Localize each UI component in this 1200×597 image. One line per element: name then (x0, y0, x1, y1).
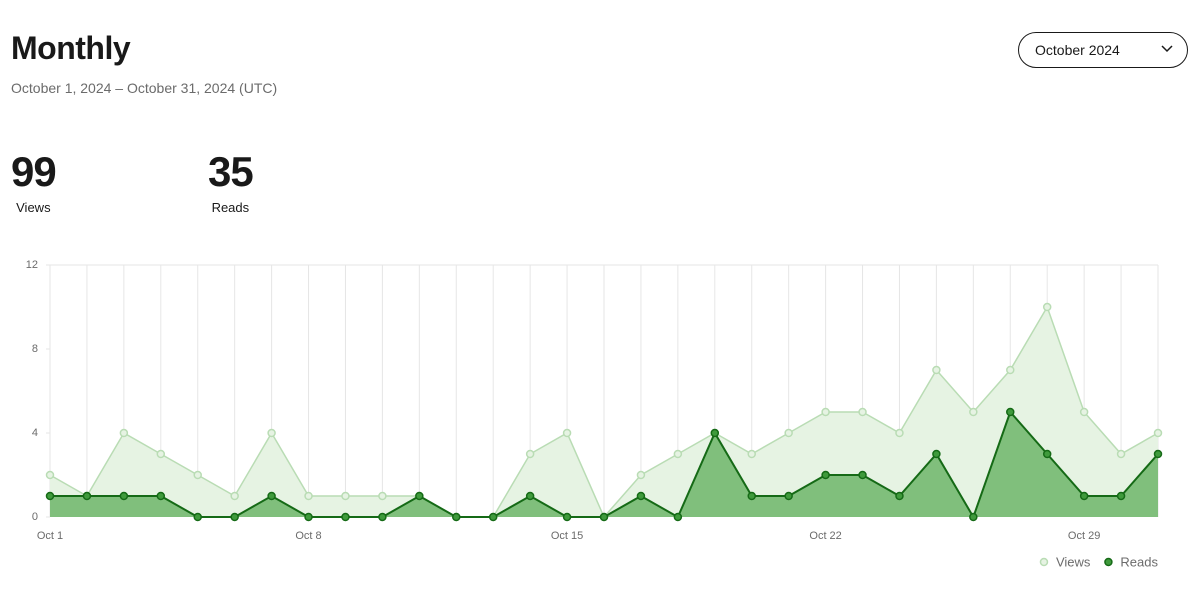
point (1153, 449, 1163, 459)
x-tick-label: Oct 29 (1068, 530, 1100, 542)
point (452, 512, 461, 522)
date-range: October 1, 2024 – October 31, 2024 (UTC) (11, 80, 278, 96)
dropdown-label: October 2024 (1035, 42, 1120, 58)
point (156, 449, 166, 459)
point (784, 491, 793, 501)
point (932, 449, 941, 459)
month-dropdown[interactable]: October 2024 (1018, 32, 1188, 68)
area (50, 307, 1158, 517)
x-tick-label: Oct 15 (551, 530, 583, 542)
legend-label: Reads (1120, 554, 1158, 569)
point (599, 512, 609, 522)
point (969, 512, 978, 522)
y-tick-label: 8 (32, 343, 38, 355)
point (378, 491, 387, 501)
point (1116, 491, 1126, 501)
point (525, 449, 535, 459)
point (378, 512, 387, 522)
point (747, 449, 756, 459)
point (82, 491, 92, 501)
stat-label: Views (16, 200, 51, 215)
y-tick-label: 12 (26, 259, 38, 271)
point (1042, 449, 1052, 459)
point (1153, 428, 1163, 438)
point (304, 491, 313, 501)
point (1079, 407, 1089, 417)
point (45, 470, 55, 480)
point (230, 491, 239, 501)
page-title: Monthly (11, 30, 131, 66)
point (267, 491, 276, 501)
point (156, 491, 166, 501)
chevron (1161, 45, 1173, 53)
legend-marker (1039, 557, 1049, 567)
point (821, 470, 830, 480)
point (193, 512, 202, 522)
point (673, 449, 683, 459)
area (50, 412, 1158, 517)
point (193, 470, 202, 480)
point (821, 407, 830, 417)
legend-marker (1104, 557, 1113, 567)
point (562, 512, 572, 522)
stat: 99 Views (11, 148, 57, 215)
x-tick-label: Oct 22 (809, 530, 841, 542)
point (895, 491, 904, 501)
point (932, 365, 941, 375)
point (415, 491, 424, 501)
point (562, 428, 572, 438)
point (45, 491, 55, 501)
point (1006, 407, 1015, 417)
stat-label: Reads (211, 200, 250, 215)
point (784, 428, 793, 438)
point (858, 407, 867, 417)
y-tick-label: 4 (32, 427, 38, 439)
point (341, 491, 350, 501)
y-tick-label: 0 (32, 511, 38, 523)
point (895, 428, 904, 438)
point (304, 512, 313, 522)
point (230, 512, 239, 522)
point (267, 428, 276, 438)
point (488, 512, 498, 522)
stat: 35 Reads (208, 148, 254, 215)
point (119, 491, 129, 501)
point (1079, 491, 1089, 501)
point (636, 491, 646, 501)
point (747, 491, 756, 501)
point (119, 428, 129, 438)
x-tick-label: Oct 8 (295, 530, 321, 542)
stat-value: 35 (208, 148, 254, 195)
point (673, 512, 683, 522)
point (525, 491, 535, 501)
point (1042, 302, 1052, 312)
point (858, 470, 867, 480)
x-tick-label: Oct 1 (37, 530, 63, 542)
point (341, 512, 350, 522)
stat-value: 99 (11, 148, 57, 195)
point (969, 407, 978, 417)
legend-label: Views (1056, 554, 1091, 569)
point (1116, 449, 1126, 459)
point (636, 470, 646, 480)
point (1006, 365, 1015, 375)
point (710, 428, 720, 438)
